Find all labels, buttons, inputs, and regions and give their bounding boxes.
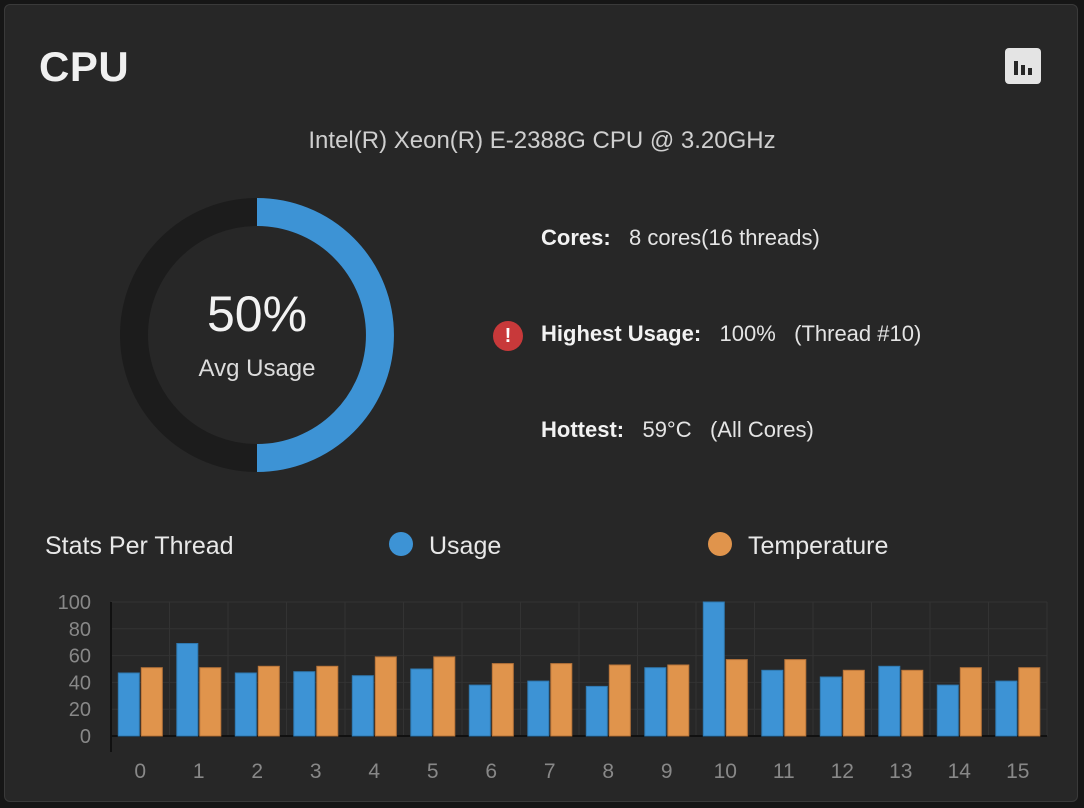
usage-legend-label: Usage bbox=[429, 532, 502, 560]
x-tick-label: 11 bbox=[773, 760, 795, 783]
temperature-bar bbox=[140, 667, 163, 737]
y-tick-label: 100 bbox=[58, 592, 91, 614]
highest-usage-row: Highest Usage: 100% (Thread #10) bbox=[541, 321, 921, 347]
usage-bar bbox=[878, 665, 901, 737]
highest-usage-label: Highest Usage: bbox=[541, 321, 702, 346]
temperature-bar bbox=[667, 664, 690, 737]
temperature-bar bbox=[784, 659, 807, 737]
card-title: CPU bbox=[39, 43, 130, 90]
highest-usage-value: 100% bbox=[719, 321, 776, 346]
y-tick-label: 60 bbox=[69, 646, 91, 668]
stats-title: Stats Per Thread bbox=[45, 532, 234, 560]
gauge-arc bbox=[256, 198, 394, 472]
usage-bar bbox=[410, 668, 433, 737]
usage-bar bbox=[527, 680, 550, 737]
x-tick-label: 10 bbox=[714, 760, 737, 783]
x-tick-label: 5 bbox=[427, 760, 439, 783]
x-tick-label: 9 bbox=[661, 760, 673, 783]
usage-bar bbox=[819, 676, 842, 737]
temperature-bar bbox=[491, 663, 514, 737]
usage-bar bbox=[936, 684, 959, 737]
temperature-bar bbox=[608, 664, 631, 737]
temperature-legend-dot bbox=[708, 532, 732, 556]
temperature-bar bbox=[257, 665, 280, 737]
usage-bar bbox=[468, 684, 491, 737]
x-tick-label: 15 bbox=[1006, 760, 1029, 783]
avg-usage-label: Avg Usage bbox=[198, 355, 316, 382]
x-tick-label: 8 bbox=[602, 760, 614, 783]
highest-usage-thread: (Thread #10) bbox=[794, 321, 922, 346]
temperature-bar bbox=[959, 667, 982, 737]
y-tick-label: 40 bbox=[69, 672, 91, 694]
usage-bar bbox=[234, 672, 257, 737]
legend-temperature[interactable]: Temperature bbox=[708, 532, 888, 561]
usage-bar bbox=[702, 601, 725, 737]
usage-bar bbox=[351, 675, 374, 737]
hottest-value: 59°C bbox=[642, 417, 692, 442]
usage-legend-dot bbox=[389, 532, 413, 556]
temperature-bar bbox=[901, 669, 924, 737]
avg-usage-gauge bbox=[120, 198, 394, 472]
x-tick-label: 14 bbox=[948, 760, 972, 783]
temperature-legend-label: Temperature bbox=[748, 532, 889, 560]
y-tick-label: 80 bbox=[69, 619, 91, 641]
gauge-center: 50% Avg Usage bbox=[117, 195, 397, 475]
temperature-bar bbox=[433, 656, 456, 737]
usage-bar bbox=[293, 671, 316, 737]
y-tick-label: 20 bbox=[69, 699, 91, 721]
temperature-bar bbox=[316, 665, 339, 737]
temperature-bar bbox=[199, 667, 222, 737]
temperature-bar bbox=[550, 663, 573, 737]
y-tick-label: 0 bbox=[80, 726, 91, 748]
cores-value: 8 cores(16 threads) bbox=[629, 225, 820, 250]
temperature-bar bbox=[725, 659, 748, 737]
legend-usage[interactable]: Usage bbox=[389, 532, 501, 561]
cpu-card: CPU Intel(R) Xeon(R) E-2388G CPU @ 3.20G… bbox=[4, 4, 1078, 802]
x-tick-label: 0 bbox=[134, 760, 146, 783]
usage-bar bbox=[176, 643, 199, 737]
temperature-bar bbox=[1018, 667, 1041, 737]
x-tick-label: 4 bbox=[368, 760, 380, 783]
hottest-label: Hottest: bbox=[541, 417, 625, 442]
usage-bar bbox=[644, 667, 667, 737]
x-tick-label: 1 bbox=[193, 760, 205, 783]
cores-row: Cores: 8 cores(16 threads) bbox=[541, 225, 820, 251]
alert-circle-icon: ! bbox=[493, 321, 523, 351]
usage-bar bbox=[995, 680, 1018, 737]
cores-label: Cores: bbox=[541, 225, 611, 250]
hottest-scope: (All Cores) bbox=[709, 417, 814, 442]
x-tick-label: 6 bbox=[485, 760, 497, 783]
x-tick-label: 2 bbox=[251, 760, 263, 783]
usage-bar bbox=[761, 669, 784, 737]
x-tick-label: 13 bbox=[889, 760, 912, 783]
hottest-row: Hottest: 59°C (All Cores) bbox=[541, 417, 814, 443]
bar-chart-icon bbox=[1014, 61, 1032, 75]
cpu-model: Intel(R) Xeon(R) E-2388G CPU @ 3.20GHz bbox=[308, 127, 776, 154]
x-tick-label: 3 bbox=[310, 760, 322, 783]
x-tick-label: 12 bbox=[831, 760, 854, 783]
usage-bar bbox=[117, 672, 140, 737]
avg-usage-value: 50% bbox=[206, 286, 308, 342]
usage-bar bbox=[585, 685, 608, 737]
chart-view-button[interactable] bbox=[1005, 48, 1041, 84]
temperature-bar bbox=[374, 656, 397, 737]
temperature-bar bbox=[842, 669, 865, 737]
x-tick-label: 7 bbox=[544, 760, 556, 783]
